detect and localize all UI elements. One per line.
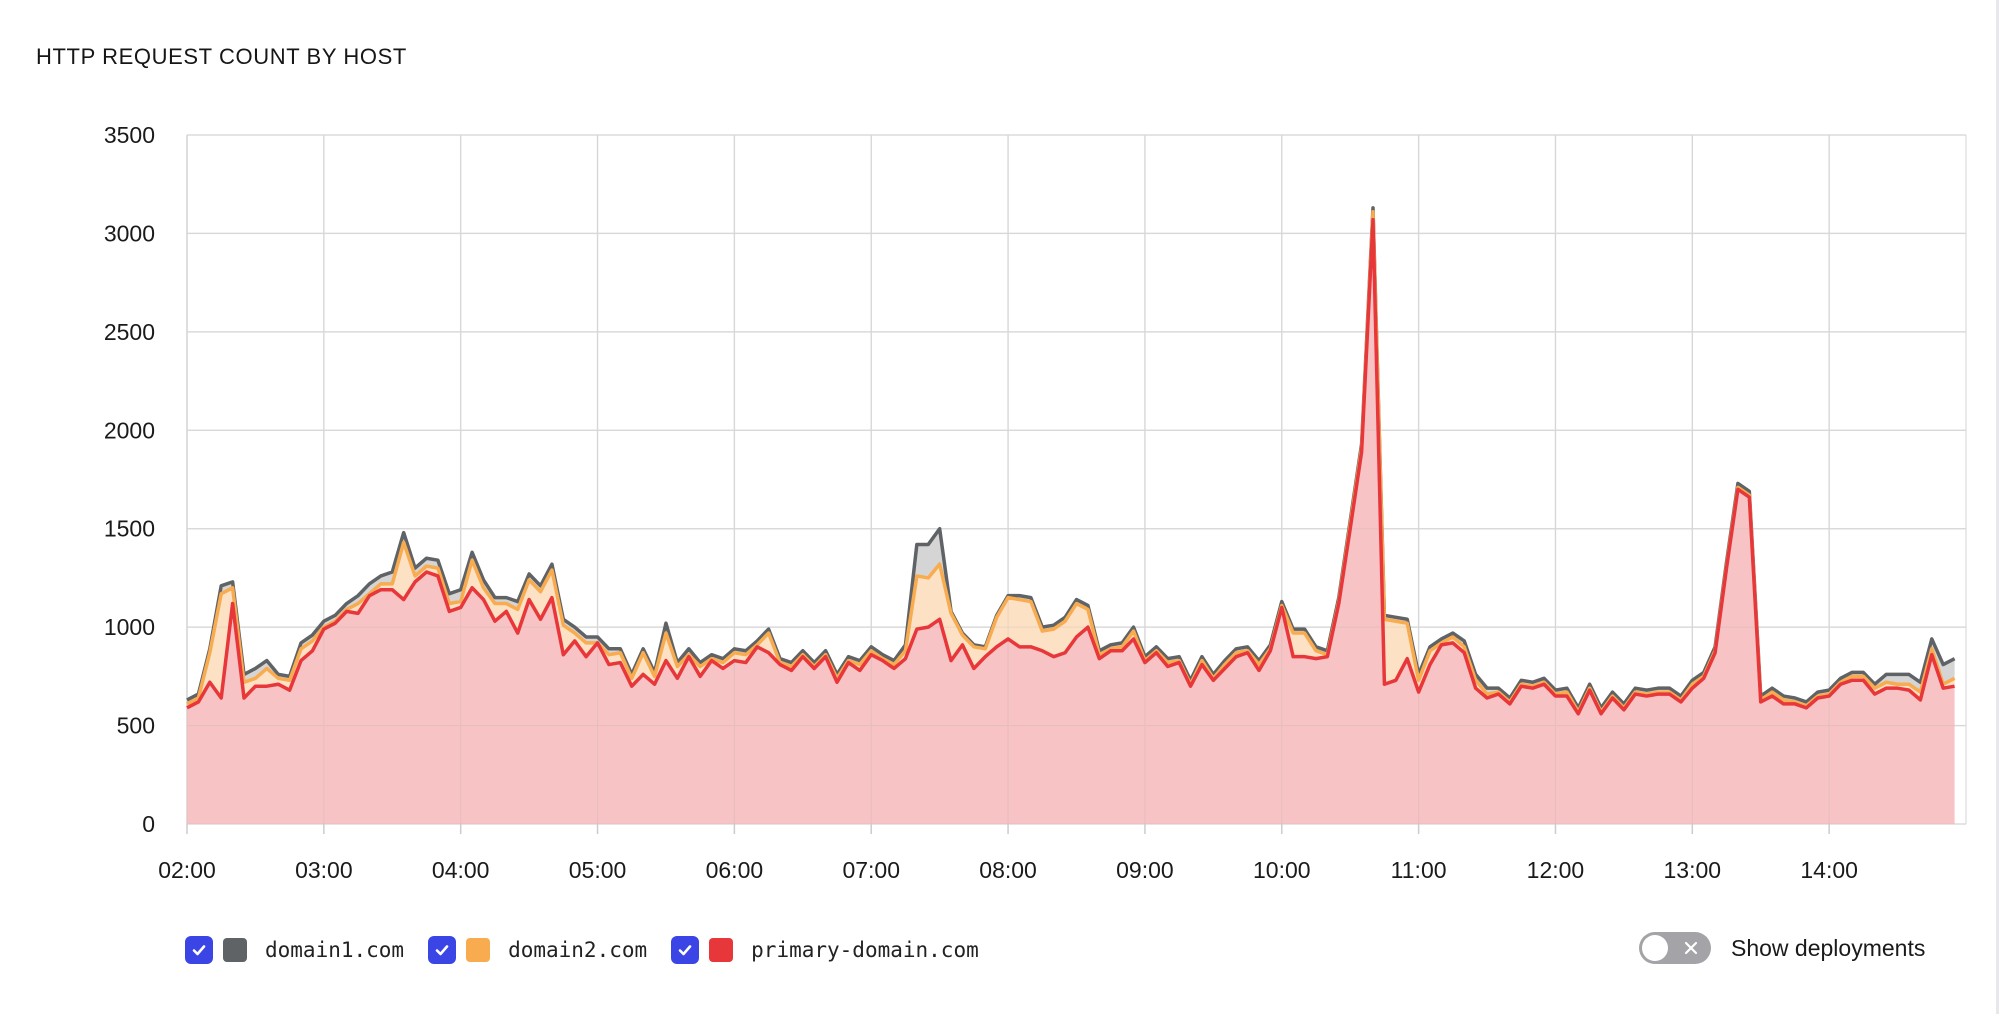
y-tick-label: 3000 — [104, 220, 155, 246]
y-tick-label: 1500 — [104, 516, 155, 542]
x-tick-label: 02:00 — [158, 857, 216, 883]
legend-label: primary-domain.com — [751, 938, 979, 962]
legend-label: domain1.com — [265, 938, 405, 962]
y-tick-label: 2500 — [104, 319, 155, 345]
x-tick-label: 11:00 — [1391, 857, 1447, 883]
x-tick-label: 08:00 — [979, 857, 1037, 883]
checkbox-checked-icon[interactable] — [671, 936, 700, 964]
legend-label: domain2.com — [508, 938, 648, 962]
x-tick-label: 13:00 — [1664, 857, 1722, 883]
x-tick-label: 05:00 — [569, 857, 627, 883]
show-deployments-toggle-group: Show deployments — [1639, 932, 1925, 964]
legend-item-primary-domain[interactable]: primary-domain.com — [671, 936, 979, 964]
toggle-knob — [1642, 935, 1668, 961]
y-tick-label: 2000 — [104, 417, 155, 443]
legend: domain1.com domain2.com primary-domain.c… — [185, 936, 1003, 964]
x-tick-label: 04:00 — [432, 857, 490, 883]
show-deployments-label: Show deployments — [1731, 934, 1926, 961]
y-tick-label: 500 — [117, 713, 155, 739]
legend-item-domain2[interactable]: domain2.com — [428, 936, 647, 964]
x-tick-label: 14:00 — [1800, 857, 1858, 883]
chart-title: HTTP REQUEST COUNT BY HOST — [36, 44, 407, 69]
legend-item-domain1[interactable]: domain1.com — [185, 936, 404, 964]
area-primary-domain — [187, 219, 1955, 825]
x-tick-label: 03:00 — [295, 857, 353, 883]
x-tick-label: 06:00 — [706, 857, 764, 883]
x-tick-label: 07:00 — [842, 857, 900, 883]
checkbox-checked-icon[interactable] — [185, 936, 213, 964]
show-deployments-toggle[interactable] — [1639, 932, 1711, 964]
x-tick-label: 09:00 — [1116, 857, 1174, 883]
grid-overlay — [186, 134, 1966, 825]
x-tick-label: 10:00 — [1253, 857, 1311, 883]
legend-swatch — [223, 938, 247, 962]
x-tick-label: 12:00 — [1527, 857, 1585, 883]
checkbox-checked-icon[interactable] — [428, 936, 457, 964]
series-line-primary-domain — [186, 217, 1955, 716]
y-tick-label: 0 — [142, 811, 155, 837]
series-line-domain1 — [186, 206, 1956, 710]
area-chart: 0 500 1000 1500 2000 2500 3000 3500 02:00 03:00 04… — [104, 122, 1967, 883]
legend-swatch — [709, 938, 734, 962]
panel-edge — [1996, 0, 1999, 1014]
close-icon — [1684, 941, 1698, 955]
y-tick-label: 1000 — [104, 614, 155, 640]
series-line-domain2 — [186, 210, 1956, 714]
y-tick-label: 3500 — [104, 122, 155, 148]
legend-swatch — [466, 938, 491, 962]
